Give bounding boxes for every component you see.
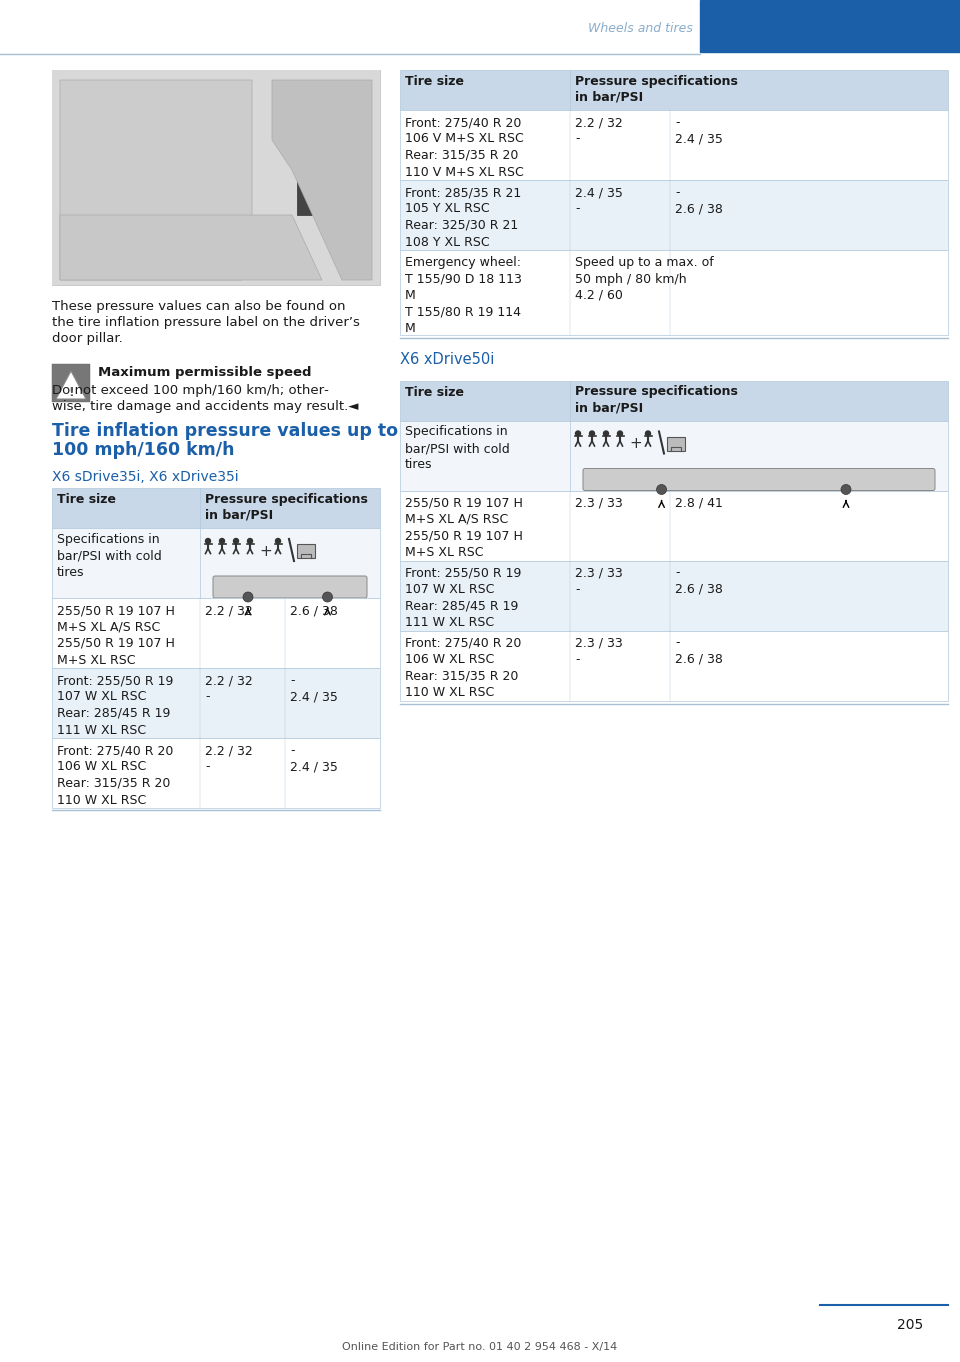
Polygon shape: [60, 80, 252, 281]
Text: Tire size: Tire size: [405, 75, 464, 89]
Circle shape: [233, 538, 238, 543]
Bar: [52, 667, 380, 738]
Bar: [52, 598, 380, 667]
Text: wise, tire damage and accidents may result.◄: wise, tire damage and accidents may resu…: [52, 400, 358, 413]
Text: +: +: [630, 436, 642, 451]
Text: 205: 205: [897, 1318, 924, 1332]
Circle shape: [589, 430, 594, 436]
Bar: [400, 69, 948, 110]
Bar: [400, 561, 948, 631]
Text: Front: 285/35 R 21
105 Y XL RSC
Rear: 325/30 R 21
108 Y XL RSC: Front: 285/35 R 21 105 Y XL RSC Rear: 32…: [405, 187, 521, 248]
Text: 2.6 / 38: 2.6 / 38: [290, 603, 338, 617]
Text: 2.2 / 32
-: 2.2 / 32 -: [575, 116, 623, 146]
Bar: [400, 421, 948, 490]
Text: Tire size: Tire size: [57, 493, 116, 507]
Text: Pressure specifications
in bar/PSI: Pressure specifications in bar/PSI: [575, 385, 738, 414]
Circle shape: [657, 485, 666, 494]
Bar: [400, 380, 948, 421]
Text: 2.3 / 33
-: 2.3 / 33 -: [575, 636, 623, 666]
Text: !: !: [68, 385, 74, 399]
Text: 255/50 R 19 107 H
M+S XL A/S RSC
255/50 R 19 107 H
M+S XL RSC: 255/50 R 19 107 H M+S XL A/S RSC 255/50 …: [405, 497, 523, 558]
Text: 2.8 / 41: 2.8 / 41: [675, 497, 723, 509]
Bar: [52, 488, 380, 528]
Circle shape: [604, 430, 609, 436]
Bar: [400, 180, 948, 251]
Text: 2.2 / 32
-: 2.2 / 32 -: [205, 674, 252, 704]
Text: Front: 275/40 R 20
106 V M+S XL RSC
Rear: 315/35 R 20
110 V M+S XL RSC: Front: 275/40 R 20 106 V M+S XL RSC Rear…: [405, 116, 524, 178]
Text: X6 sDrive35i, X6 xDrive35i: X6 sDrive35i, X6 xDrive35i: [52, 470, 239, 484]
FancyBboxPatch shape: [583, 469, 935, 490]
Polygon shape: [60, 215, 322, 281]
Text: 2.2 / 32
-: 2.2 / 32 -: [205, 744, 252, 774]
Text: Wheels and tires: Wheels and tires: [588, 22, 693, 34]
FancyBboxPatch shape: [297, 543, 315, 558]
Text: Mobility: Mobility: [799, 20, 865, 35]
Text: 255/50 R 19 107 H
M+S XL A/S RSC
255/50 R 19 107 H
M+S XL RSC: 255/50 R 19 107 H M+S XL A/S RSC 255/50 …: [57, 603, 175, 666]
Bar: [52, 738, 380, 808]
Text: 2.3 / 33
-: 2.3 / 33 -: [575, 567, 623, 597]
Circle shape: [617, 430, 622, 436]
Circle shape: [220, 538, 225, 543]
Bar: [400, 490, 948, 561]
Circle shape: [205, 538, 210, 543]
Text: -
2.6 / 38: - 2.6 / 38: [675, 636, 723, 666]
Text: X6 xDrive50i: X6 xDrive50i: [400, 353, 494, 368]
Text: Do not exceed 100 mph/160 km/h; other‐: Do not exceed 100 mph/160 km/h; other‐: [52, 384, 329, 396]
FancyBboxPatch shape: [667, 436, 685, 451]
Bar: [297, 120, 342, 215]
Text: Tire size: Tire size: [405, 385, 464, 399]
Text: 2.3 / 33: 2.3 / 33: [575, 497, 623, 509]
Text: -
2.4 / 35: - 2.4 / 35: [675, 116, 723, 146]
Text: 2.2 / 32: 2.2 / 32: [205, 603, 252, 617]
Text: Front: 275/40 R 20
106 W XL RSC
Rear: 315/35 R 20
110 W XL RSC: Front: 275/40 R 20 106 W XL RSC Rear: 31…: [57, 744, 174, 806]
Circle shape: [248, 538, 252, 543]
Text: Front: 255/50 R 19
107 W XL RSC
Rear: 285/45 R 19
111 W XL RSC: Front: 255/50 R 19 107 W XL RSC Rear: 28…: [405, 567, 521, 629]
Text: door pillar.: door pillar.: [52, 332, 123, 345]
Text: Pressure specifications
in bar/PSI: Pressure specifications in bar/PSI: [575, 75, 738, 104]
Text: These pressure values can also be found on: These pressure values can also be found …: [52, 300, 346, 313]
Bar: [400, 251, 948, 335]
Polygon shape: [56, 370, 86, 399]
Bar: [52, 69, 380, 285]
Bar: [52, 528, 380, 598]
Circle shape: [276, 538, 280, 543]
Polygon shape: [272, 80, 372, 281]
Text: Specifications in
bar/PSI with cold
tires: Specifications in bar/PSI with cold tire…: [405, 425, 510, 471]
Bar: [400, 631, 948, 700]
Text: -
2.6 / 38: - 2.6 / 38: [675, 567, 723, 597]
Circle shape: [243, 592, 253, 602]
Text: Speed up to a max. of
50 mph / 80 km/h
4.2 / 60: Speed up to a max. of 50 mph / 80 km/h 4…: [575, 256, 713, 302]
Circle shape: [323, 592, 332, 602]
Text: -
2.6 / 38: - 2.6 / 38: [675, 187, 723, 215]
FancyBboxPatch shape: [213, 576, 367, 598]
Text: 2.4 / 35
-: 2.4 / 35 -: [575, 187, 623, 215]
Text: Online Edition for Part no. 01 40 2 954 468 - X/14: Online Edition for Part no. 01 40 2 954 …: [343, 1342, 617, 1352]
Bar: [400, 110, 948, 180]
Bar: [52, 364, 90, 402]
Circle shape: [575, 430, 581, 436]
Text: -
2.4 / 35: - 2.4 / 35: [290, 744, 338, 774]
Text: the tire inflation pressure label on the driver’s: the tire inflation pressure label on the…: [52, 316, 360, 330]
Circle shape: [645, 430, 651, 436]
Circle shape: [841, 485, 851, 494]
Bar: [700, 0, 960, 52]
Text: 100 mph/160 km/h: 100 mph/160 km/h: [52, 441, 234, 459]
Text: Tire inflation pressure values up to: Tire inflation pressure values up to: [52, 422, 398, 440]
Bar: [52, 69, 380, 285]
Text: +: +: [259, 543, 273, 558]
Text: Maximum permissible speed: Maximum permissible speed: [98, 366, 311, 379]
Text: Emergency wheel:
T 155/90 D 18 113
M
T 155/80 R 19 114
M: Emergency wheel: T 155/90 D 18 113 M T 1…: [405, 256, 522, 335]
Text: Specifications in
bar/PSI with cold
tires: Specifications in bar/PSI with cold tire…: [57, 533, 161, 579]
Text: -
2.4 / 35: - 2.4 / 35: [290, 674, 338, 704]
Text: Front: 275/40 R 20
106 W XL RSC
Rear: 315/35 R 20
110 W XL RSC: Front: 275/40 R 20 106 W XL RSC Rear: 31…: [405, 636, 521, 699]
Text: Front: 255/50 R 19
107 W XL RSC
Rear: 285/45 R 19
111 W XL RSC: Front: 255/50 R 19 107 W XL RSC Rear: 28…: [57, 674, 174, 737]
Text: Pressure specifications
in bar/PSI: Pressure specifications in bar/PSI: [205, 493, 368, 522]
